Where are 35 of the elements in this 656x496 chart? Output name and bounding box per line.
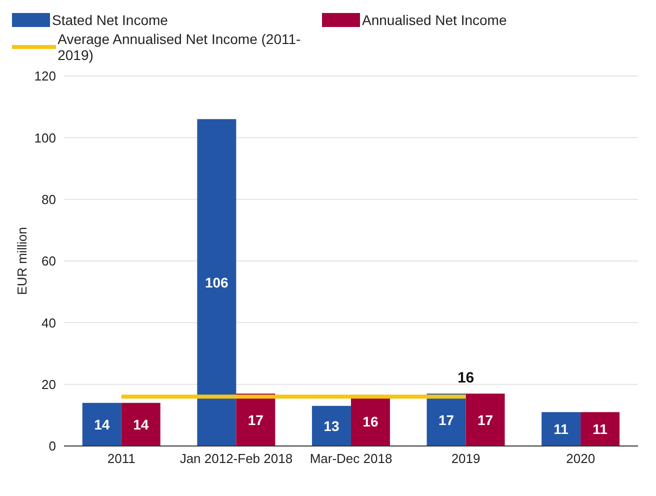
bar [312,406,351,446]
y-tick-label: 40 [42,315,56,330]
x-tick-label: 2019 [451,451,480,466]
bar [466,394,505,446]
data-label: 14 [133,416,149,432]
y-tick-label: 80 [42,192,56,207]
legend-label: Average Annualised Net Income (2011-2019) [58,31,302,63]
bar [542,412,581,446]
legend-label: Stated Net Income [52,12,168,28]
data-label: 11 [554,421,569,438]
data-label: 16 [457,370,474,387]
bar [197,119,236,446]
data-label: 17 [477,412,494,428]
y-tick-label: 60 [42,254,56,269]
legend-label: Annualised Net Income [362,12,507,28]
data-label: 13 [324,418,340,434]
data-label: 16 [362,413,378,430]
bar [350,396,390,446]
bar [121,402,160,446]
x-tick-label: Mar-Dec 2018 [310,451,392,466]
bar [82,402,122,446]
y-tick-label: 0 [48,438,56,454]
bar [580,412,620,446]
y-tick-label: 120 [34,68,56,84]
data-label: 106 [204,274,229,291]
x-tick-label: Jan 2012-Feb 2018 [180,451,293,466]
x-tick-label: 2011 [107,451,136,466]
x-tick-label: 2020 [566,451,596,466]
y-tick-label: 100 [34,130,56,146]
data-label: 14 [94,416,110,432]
data-label: 11 [592,421,608,438]
y-tick-label: 20 [42,376,56,392]
data-label: 17 [438,412,454,428]
y-axis-title: EUR million [14,227,30,295]
data-label: 17 [248,412,264,428]
